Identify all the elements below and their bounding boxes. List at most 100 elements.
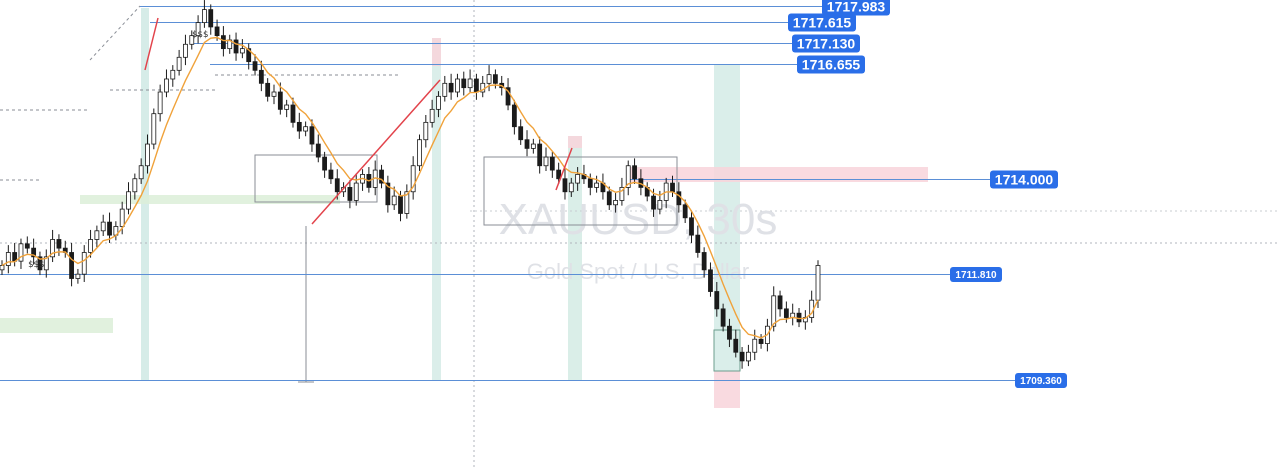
candles xyxy=(0,0,821,369)
candle-body xyxy=(562,178,568,193)
candle-body xyxy=(442,82,448,97)
candle-body xyxy=(208,9,214,28)
candle-body xyxy=(88,239,93,253)
candle-body xyxy=(739,351,745,362)
range-box-3 xyxy=(713,329,741,372)
candle-body xyxy=(492,74,498,84)
candle-body xyxy=(783,308,789,318)
price-label-1711.810[interactable]: 1711.810 xyxy=(950,267,1002,282)
candle-body xyxy=(746,351,751,362)
candle-body xyxy=(398,195,403,214)
price-label-text: 1717.130 xyxy=(797,36,856,52)
candle-body xyxy=(518,126,524,141)
candle-body xyxy=(81,252,87,275)
candle-body xyxy=(214,26,220,37)
price-label-bg xyxy=(797,55,865,74)
zone-pink-resistance xyxy=(630,167,928,182)
trend-line-up xyxy=(311,79,441,225)
candle-body xyxy=(511,104,517,128)
candle-body xyxy=(189,35,195,45)
zone-pink-2 xyxy=(432,38,441,66)
price-label-bg xyxy=(950,267,1002,282)
zone-pink-4 xyxy=(714,371,740,408)
candle-body xyxy=(651,195,656,210)
candle-body xyxy=(138,165,144,180)
candle-body xyxy=(575,174,581,184)
candle-body xyxy=(75,273,81,279)
candle-body xyxy=(474,78,479,93)
dotted-diagonal xyxy=(89,5,141,61)
candle-body xyxy=(265,82,271,97)
candle-body xyxy=(100,221,106,232)
price-label-1709.360[interactable]: 1709.360 xyxy=(1015,373,1067,388)
price-label-1717.615[interactable]: 1717.615 xyxy=(788,13,856,32)
candle-body xyxy=(94,230,100,240)
ema-line xyxy=(1,36,819,339)
liquidity-mark-top: $$$ xyxy=(192,30,208,40)
candle-body xyxy=(69,252,74,279)
candle-body xyxy=(404,191,410,214)
price-label-1714.000[interactable]: 1714.000 xyxy=(990,170,1058,189)
candle-body xyxy=(31,247,37,258)
price-label-1716.655[interactable]: 1716.655 xyxy=(797,55,865,74)
candle-body xyxy=(24,243,30,249)
candle-body xyxy=(727,325,732,340)
candle-body xyxy=(328,169,334,180)
zone-green-3 xyxy=(568,136,582,380)
candle-body xyxy=(334,178,340,193)
candle-body xyxy=(258,69,264,84)
candle-body xyxy=(107,221,112,236)
trend-lines xyxy=(144,17,573,225)
liquidity-mark-bottom: $$$ xyxy=(28,260,44,270)
candle-body xyxy=(486,74,492,84)
candle-body xyxy=(347,187,353,201)
price-label-text: 1717.983 xyxy=(827,0,886,15)
trend-line-spike xyxy=(144,17,159,71)
candle-body xyxy=(530,143,536,149)
candle-body xyxy=(682,204,688,219)
range-box-2 xyxy=(483,156,678,226)
candle-body xyxy=(796,312,802,323)
candle-body xyxy=(429,108,435,123)
candle-body xyxy=(296,121,302,132)
candle-body xyxy=(271,91,277,97)
candle-body xyxy=(815,265,821,301)
price-label-bg xyxy=(1015,373,1067,388)
candle-body xyxy=(777,295,783,310)
price-label-1717.983[interactable]: 1717.983 xyxy=(822,0,890,16)
price-label-bg xyxy=(788,13,856,32)
candle-body xyxy=(170,69,176,80)
price-label-1717.130[interactable]: 1717.130 xyxy=(792,34,860,53)
candle-body xyxy=(714,291,720,310)
candle-body xyxy=(202,9,207,24)
candle-body xyxy=(436,95,441,110)
candle-body xyxy=(353,182,359,201)
trend-line-spike-2 xyxy=(555,147,573,191)
candle-body xyxy=(543,156,549,167)
zone-green-support-2 xyxy=(0,318,113,333)
price-label-text: 1714.000 xyxy=(995,172,1054,188)
candle-body xyxy=(0,265,5,271)
level-lines xyxy=(0,6,1015,381)
candle-body xyxy=(195,22,201,37)
watermark-description: Gold Spot / U.S. Dollar xyxy=(527,259,750,284)
candle-body xyxy=(252,61,258,71)
zone-green-2 xyxy=(432,38,441,380)
price-label-bg xyxy=(990,170,1058,189)
candle-body xyxy=(43,256,49,271)
candle-body xyxy=(50,239,56,258)
candle-body xyxy=(657,200,663,210)
price-label-bg xyxy=(792,34,860,53)
candle-body xyxy=(461,78,467,89)
candle-body xyxy=(385,182,391,206)
price-label-text: 1709.360 xyxy=(1020,376,1062,387)
candle-body xyxy=(625,165,631,188)
candle-body xyxy=(423,121,429,141)
candle-body xyxy=(549,156,555,171)
candle-body xyxy=(689,217,694,236)
candle-body xyxy=(455,78,460,93)
candle-body xyxy=(164,78,169,93)
zone-green-4 xyxy=(714,64,740,371)
